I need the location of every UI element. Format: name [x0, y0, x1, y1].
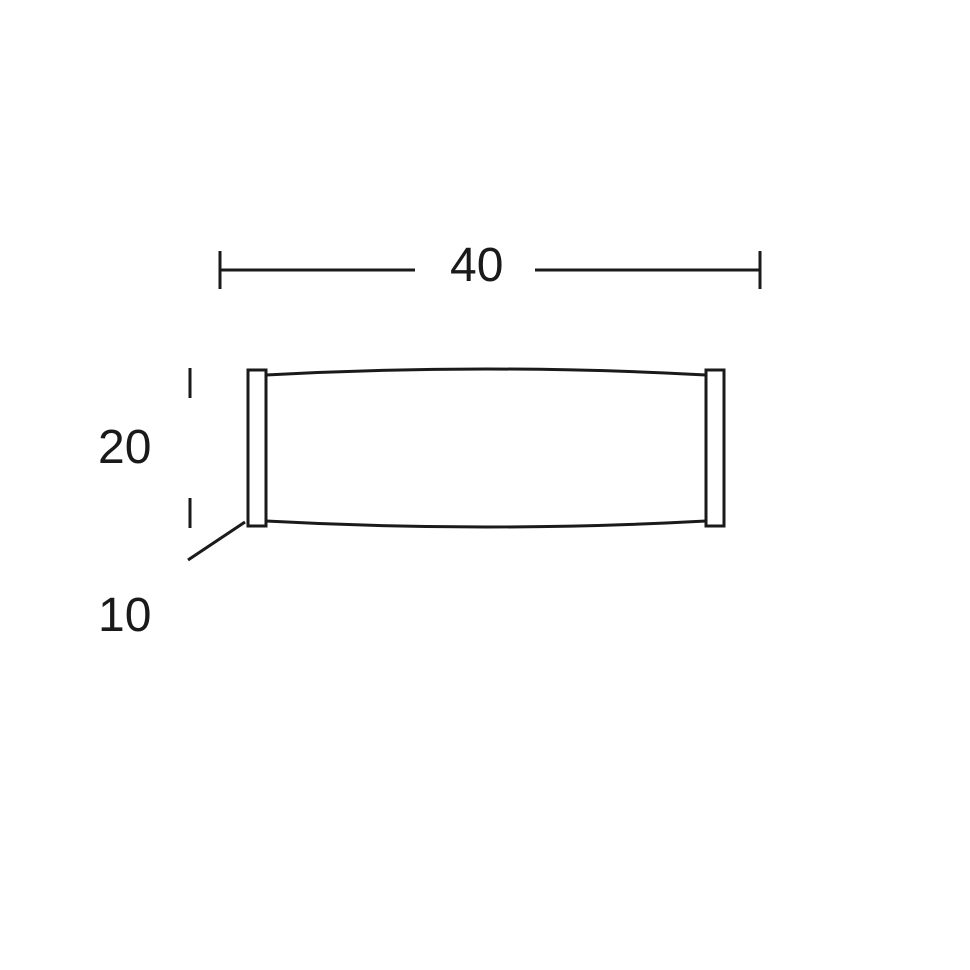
product-shape	[248, 369, 724, 527]
depth-label: 10	[98, 588, 151, 643]
width-label: 40	[450, 238, 503, 293]
diagram-svg	[0, 0, 970, 970]
depth-dimension	[188, 522, 245, 560]
height-label: 20	[98, 420, 151, 475]
dimension-diagram: 40 20 10	[0, 0, 970, 970]
